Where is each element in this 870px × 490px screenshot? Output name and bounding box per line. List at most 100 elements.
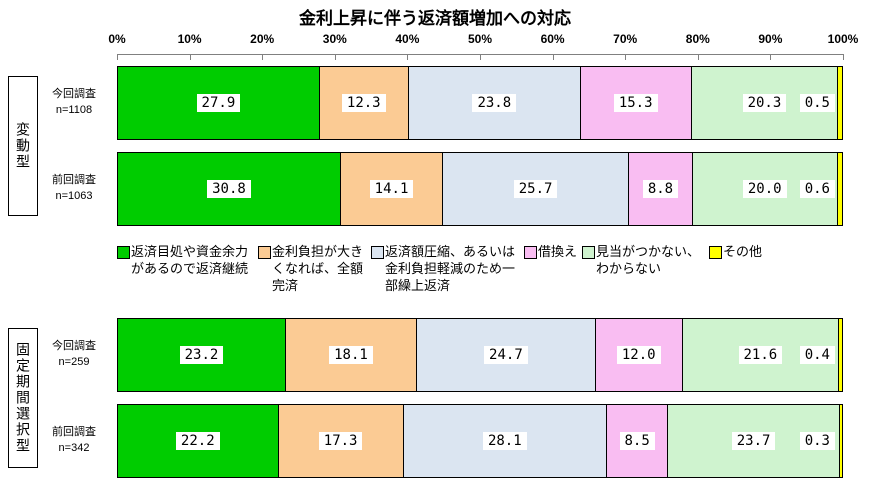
group-label-text: 固定期間選択型 [15,342,31,454]
row-label-previous-survey-fixed: 前回調査 n=342 [36,404,112,478]
survey-n: n=342 [58,442,90,454]
bar-segment [837,153,842,225]
survey-name: 前回調査 [52,174,96,187]
value-label: 30.8 [207,180,251,198]
axis-tick-label: 20% [250,32,275,46]
bar-segment: 30.8 [118,153,341,225]
bar-segment: 8.5 [606,405,669,477]
survey-n: n=1063 [55,190,93,202]
row-label-current-survey-variable: 今回調査 n=1108 [36,66,112,140]
axis-tick-label: 0% [108,32,126,46]
group-label-text: 変動型 [15,122,31,170]
axis-tick-mark [625,54,627,60]
legend-swatch [371,246,384,259]
survey-name: 前回調査 [52,426,96,439]
survey-name: 今回調査 [52,340,96,353]
bar-segment: 22.2 [118,405,279,477]
axis-tick-label: 90% [758,32,783,46]
legend-label: 借換え [538,244,578,259]
bar-segment: 17.3 [278,405,404,477]
legend-item: 返済額圧縮、あるいは金利負担軽減のため一部繰上返済 [371,244,519,295]
value-label: 20.3 [742,94,787,112]
value-label: 14.1 [369,180,414,198]
value-label: 0.5 [799,94,835,112]
legend-label: 返済額圧縮、あるいは金利負担軽減のため一部繰上返済 [385,244,516,293]
axis-tick-mark [697,54,699,60]
stacked-bar-variable-previous: 30.8 14.1 25.7 8.8 20.0 0.6 [117,152,843,226]
axis-tick-mark [334,54,336,60]
value-label: 0.3 [799,432,835,450]
axis-tick-mark [843,54,844,60]
stacked-bar-fixed-previous: 22.2 17.3 28.1 8.5 23.7 0.3 [117,404,843,478]
legend-item: 見当がつかない、わからない [582,244,704,278]
value-label: 28.1 [482,432,527,450]
legend-swatch [524,246,537,259]
survey-n: n=1108 [55,104,93,116]
bar-segment: 12.0 [595,319,683,391]
bar-segment: 8.8 [629,153,693,225]
legend-label: 返済目処や資金余力があるので返済継続 [131,244,249,276]
legend-item: 返済目処や資金余力があるので返済継続 [117,244,253,278]
value-label: 23.2 [179,346,224,364]
legend-swatch [258,246,271,259]
legend-swatch [117,246,130,259]
value-label: 21.6 [738,346,783,364]
axis-tick-mark [262,54,264,60]
bar-segment [838,67,842,139]
bar-segment: 25.7 [443,153,630,225]
value-label: 23.7 [731,432,776,450]
bar-segment: 28.1 [403,405,607,477]
axis-tick-label: 70% [613,32,638,46]
axis-tick-label: 40% [395,32,420,46]
bar-segment: 15.3 [580,67,692,139]
bar-segment: 23.7 [668,405,840,477]
bar-segment: 12.3 [319,67,409,139]
axis-tick-label: 80% [685,32,710,46]
value-label: 23.8 [472,94,517,112]
bar-segment: 23.8 [408,67,581,139]
axis-tick-label: 100% [827,32,859,46]
row-label-previous-survey-variable: 前回調査 n=1063 [36,152,112,226]
axis-tick-mark [770,54,772,60]
value-label: 15.3 [613,94,658,112]
bar-segment: 14.1 [340,153,444,225]
bar-segment: 23.2 [118,319,286,391]
value-label: 22.2 [175,432,220,450]
axis-tick-label: 60% [540,32,565,46]
legend-swatch [709,246,723,259]
legend-label: 金利負担が大きくなれば、全額完済 [272,244,364,293]
legend-item: 借換え [524,244,577,261]
survey-name: 今回調査 [52,88,96,101]
value-label: 8.5 [619,432,655,450]
legend-label: その他 [723,244,763,259]
group-label-fixed-period-type: 固定期間選択型 [8,328,38,468]
bar-segment [839,405,842,477]
bar-segment: 27.9 [118,67,320,139]
value-label: 18.1 [329,346,373,364]
value-label: 12.0 [616,346,661,364]
value-label: 0.4 [799,346,835,364]
stacked-bar-fixed-current: 23.2 18.1 24.7 12.0 21.6 0.4 [117,318,843,392]
legend-item: その他 [709,244,762,261]
value-label: 24.7 [484,346,528,364]
axis-tick-label: 30% [322,32,347,46]
group-label-variable-type: 変動型 [8,76,38,216]
legend-swatch [582,246,596,259]
value-label: 8.8 [642,180,679,198]
axis-tick-mark [407,54,409,60]
value-label: 27.9 [196,94,241,112]
value-label: 25.7 [513,180,558,198]
bar-segment [839,319,842,391]
value-label: 17.3 [318,432,363,450]
axis-tick-mark [480,54,481,60]
stacked-bar-variable-current: 27.9 12.3 23.8 15.3 20.3 0.5 [117,66,843,140]
value-label: 12.3 [341,94,386,112]
axis-tick-mark [552,54,554,60]
legend-item: 金利負担が大きくなれば、全額完済 [258,244,366,295]
bar-segment: 24.7 [416,319,596,391]
value-label: 0.6 [799,180,835,198]
legend: 返済目処や資金余力があるので返済継続 金利負担が大きくなれば、全額完済 返済額圧縮、… [117,244,862,295]
legend-label: 見当がつかない、わからない [596,244,701,276]
survey-n: n=259 [58,356,90,368]
axis-tick-mark [189,54,191,60]
